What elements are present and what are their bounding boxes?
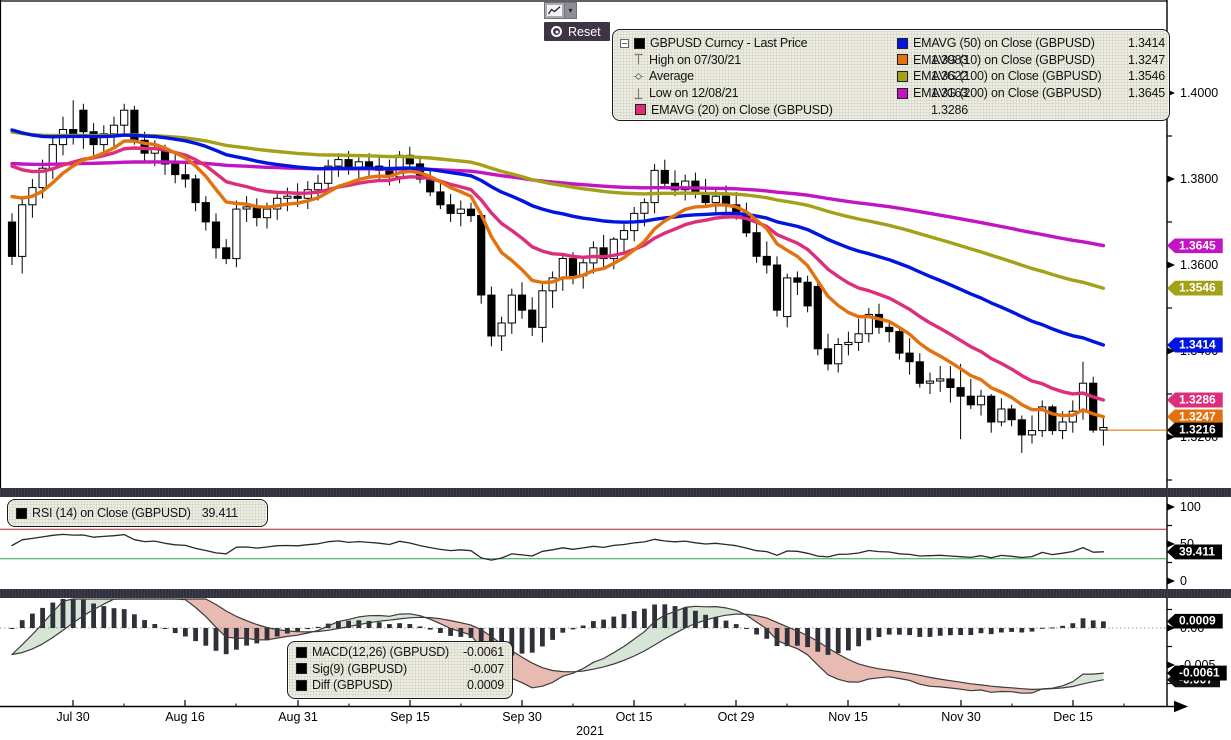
legend-value: 1.3983	[930, 52, 968, 67]
rsi-value-badge: 39.411	[1167, 544, 1223, 560]
date-label: Jul 30	[56, 710, 90, 724]
series-swatch	[296, 679, 307, 691]
date-label: Sep 15	[390, 710, 430, 724]
legend-row: Sig(9) (GBPUSD) -0.007	[296, 661, 504, 678]
legend-row: Diff (GBPUSD) 0.0009	[296, 677, 504, 694]
reset-icon	[551, 26, 562, 37]
legend-row: EMAVG (10) on Close (GBPUSD) 1.3247	[897, 52, 1165, 69]
legend-value: 1.3247	[1127, 52, 1165, 67]
legend-row: EMAVG (20) on Close (GBPUSD) 1.3286	[620, 101, 968, 118]
legend-label: Low on 12/08/21	[649, 86, 739, 101]
legend-row: EMAVG (50) on Close (GBPUSD) 1.3414	[897, 35, 1165, 52]
price-badge: 1.3216	[1167, 422, 1223, 438]
panel-separator[interactable]	[0, 488, 1231, 497]
series-swatch	[897, 70, 908, 82]
legend-value: 0.0009	[466, 678, 504, 693]
price-badge: 1.3247	[1167, 409, 1223, 425]
avg-marker-icon	[633, 70, 644, 83]
legend-value: 1.3414	[1127, 36, 1165, 51]
price-tick-label: 1.4000	[1180, 86, 1219, 100]
series-swatch	[897, 87, 908, 99]
high-marker-icon	[633, 53, 644, 66]
macd-value-badge: 0.0009	[1167, 613, 1223, 629]
rsi-tick-label: 100	[1180, 500, 1201, 514]
tree-expand-icon[interactable]	[620, 38, 629, 48]
chevron-down-icon[interactable]: ▾	[565, 2, 577, 19]
legend-label: EMAVG (200) on Close (GBPUSD)	[913, 86, 1102, 101]
legend-row: GBPUSD Curncy - Last Price	[620, 35, 968, 52]
legend-value: 1.3622	[930, 69, 968, 84]
legend-row: MACD(12,26) (GBPUSD) -0.0061	[296, 644, 504, 661]
legend-label: EMAVG (100) on Close (GBPUSD)	[913, 69, 1102, 84]
rsi-tick-label: 0	[1180, 574, 1187, 588]
reset-button[interactable]: Reset	[544, 22, 610, 41]
legend-value: -0.007	[469, 661, 504, 676]
legend-label: EMAVG (20) on Close (GBPUSD)	[651, 102, 833, 117]
legend-row: EMAVG (200) on Close (GBPUSD) 1.3645	[897, 85, 1165, 102]
rsi-legend-value: 39.411	[201, 506, 238, 520]
rsi-legend-label: RSI (14) on Close (GBPUSD)	[32, 506, 191, 520]
year-label: 2021	[576, 724, 604, 738]
price-badge: 1.3414	[1167, 337, 1223, 353]
series-swatch	[635, 104, 646, 116]
legend-value: 1.3163	[930, 86, 968, 101]
legend-row: High on 07/30/21 1.3983	[620, 52, 968, 69]
series-swatch	[897, 37, 908, 49]
low-marker-icon	[633, 87, 644, 100]
legend-value: 1.3286	[930, 102, 968, 117]
price-tick-label: 1.3600	[1180, 258, 1219, 272]
date-label: Oct 29	[717, 710, 755, 724]
chart-type-icon	[544, 2, 565, 19]
rsi-legend[interactable]: RSI (14) on Close (GBPUSD) 39.411	[7, 499, 268, 527]
date-label: Oct 15	[615, 710, 653, 724]
legend-value: 1.3645	[1127, 86, 1165, 101]
legend-row: EMAVG (100) on Close (GBPUSD) 1.3546	[897, 68, 1165, 85]
date-label: Nov 30	[941, 710, 981, 724]
price-badge: 1.3286	[1167, 392, 1223, 408]
legend-row: Average 1.3622	[620, 68, 968, 85]
panel-separator[interactable]	[0, 589, 1231, 598]
legend-label: EMAVG (10) on Close (GBPUSD)	[913, 52, 1095, 67]
series-swatch	[296, 646, 307, 658]
legend-label: GBPUSD Curncy - Last Price	[650, 36, 808, 51]
legend-value: 1.3546	[1127, 69, 1165, 84]
legend-label: EMAVG (50) on Close (GBPUSD)	[913, 36, 1095, 51]
legend-label: High on 07/30/21	[649, 52, 742, 67]
date-label: Sep 30	[502, 710, 542, 724]
reset-label: Reset	[568, 24, 601, 39]
series-swatch	[296, 663, 307, 675]
legend-label: Average	[649, 69, 694, 84]
series-swatch	[897, 54, 908, 66]
rsi-series-swatch	[16, 507, 27, 519]
macd-value-badge: -0.0061	[1167, 665, 1227, 681]
date-label: Aug 31	[278, 710, 318, 724]
chart-type-button[interactable]: ▾	[544, 2, 577, 19]
legend-label: Diff (GBPUSD)	[312, 678, 393, 693]
date-label: Nov 15	[828, 710, 868, 724]
legend-label: Sig(9) (GBPUSD)	[312, 661, 407, 676]
macd-legend[interactable]: MACD(12,26) (GBPUSD) -0.0061 Sig(9) (GBPUS…	[287, 641, 513, 699]
price-badge: 1.3645	[1167, 238, 1223, 254]
price-tick-label: 1.3800	[1180, 172, 1219, 186]
legend-row: Low on 12/08/21 1.3163	[620, 85, 968, 102]
legend-label: MACD(12,26) (GBPUSD)	[312, 645, 449, 660]
series-swatch	[634, 37, 645, 49]
legend-value: -0.0061	[463, 645, 504, 660]
main-chart-legend[interactable]: GBPUSD Curncy - Last Price High on 07/30/…	[612, 29, 1170, 121]
date-label: Dec 15	[1053, 710, 1093, 724]
price-badge: 1.3546	[1167, 280, 1223, 296]
date-label: Aug 16	[165, 710, 205, 724]
